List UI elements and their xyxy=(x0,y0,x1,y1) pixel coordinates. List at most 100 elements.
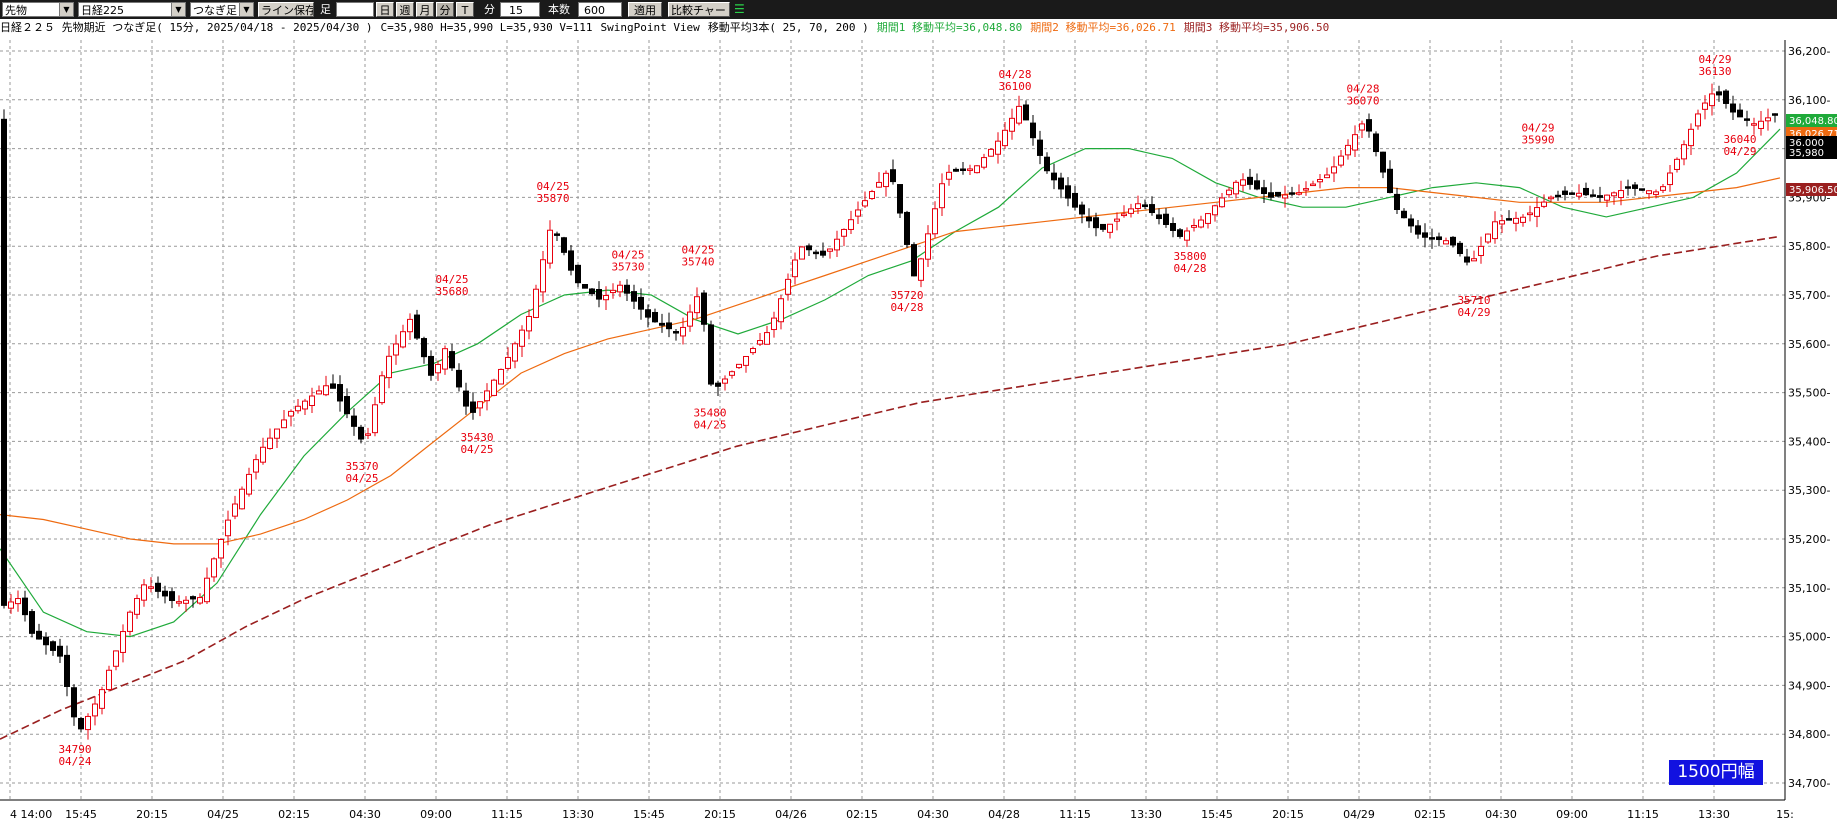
swing-point-label: 36130 xyxy=(1698,65,1731,78)
period-month-button[interactable]: 月 xyxy=(416,2,434,17)
swing-point-label: 04/25 xyxy=(693,418,726,431)
candle-body xyxy=(134,598,140,615)
candle-body xyxy=(1632,184,1638,189)
minute-input[interactable]: 15 xyxy=(500,2,540,17)
compare-chart-button[interactable]: 比較チャート xyxy=(668,2,730,17)
candles-group xyxy=(1,83,1778,740)
ma-line-3 xyxy=(0,235,1781,740)
candle-body xyxy=(281,419,287,429)
price-tag-box xyxy=(1786,183,1837,196)
candle-body xyxy=(1198,219,1204,228)
candle-body xyxy=(1331,166,1337,174)
candle-body xyxy=(561,237,567,253)
index-select[interactable]: 日経225 ▼ xyxy=(78,2,186,17)
candle-body xyxy=(673,331,679,334)
candle-body xyxy=(358,426,364,440)
candle-body xyxy=(645,309,651,318)
candle-body xyxy=(1513,217,1519,224)
candle-body xyxy=(1016,105,1022,124)
ma-header: 移動平均3本( 25, 70, 200 ) xyxy=(707,21,869,34)
swing-point-label: 04/25 xyxy=(345,472,378,485)
bar-spinner[interactable] xyxy=(336,2,374,17)
candle-body xyxy=(1170,223,1176,231)
candle-body xyxy=(701,292,707,325)
candle-body xyxy=(1079,204,1085,215)
swing-point-label: 04/28 xyxy=(890,301,923,314)
candle-body xyxy=(505,356,511,369)
view-name: SwingPoint View xyxy=(600,21,700,34)
candle-body xyxy=(1751,123,1757,126)
product-select[interactable]: 先物 ▼ xyxy=(2,2,74,17)
period-minute-button[interactable]: 分 xyxy=(436,2,454,17)
x-tick-label: 04/28 xyxy=(988,808,1020,821)
candle-body xyxy=(1597,195,1603,198)
candle-body xyxy=(778,298,784,323)
candle-body xyxy=(372,404,378,434)
candle-body xyxy=(1443,240,1449,245)
swing-point-label: 04/25 xyxy=(611,248,644,261)
price-tag-box xyxy=(1786,146,1837,159)
chart-list-icon[interactable]: ☰ xyxy=(734,2,745,16)
y-tick-label: 35,800- xyxy=(1788,240,1830,253)
candle-body xyxy=(1247,176,1253,185)
candle-body xyxy=(1128,208,1134,214)
x-tick-label: 04:30 xyxy=(349,808,381,821)
swing-point-label: 04/24 xyxy=(58,755,91,768)
candle-body xyxy=(330,383,336,389)
x-tick-label: 02:15 xyxy=(278,808,310,821)
candle-body xyxy=(771,317,777,331)
candle-body xyxy=(694,296,700,314)
candle-body xyxy=(1667,172,1673,186)
candle-body xyxy=(1023,104,1029,121)
period-day-button[interactable]: 日 xyxy=(376,2,394,17)
candle-body xyxy=(246,473,252,495)
count-input[interactable]: 600 xyxy=(578,2,622,17)
candle-body xyxy=(1716,91,1722,96)
apply-button[interactable]: 適用 xyxy=(628,2,662,17)
candle-body xyxy=(477,401,483,409)
candle-body xyxy=(743,355,749,366)
candle-body xyxy=(498,368,504,385)
candle-body xyxy=(883,172,889,188)
candle-body xyxy=(351,415,357,427)
moving-averages-group xyxy=(0,128,1781,740)
swing-point-label: 04/29 xyxy=(1698,53,1731,66)
candle-body xyxy=(1646,190,1652,195)
candle-body xyxy=(1121,213,1127,217)
candle-body xyxy=(323,385,329,396)
candle-body xyxy=(162,590,168,597)
count-label: 本数 xyxy=(548,3,570,16)
period-week-button[interactable]: 週 xyxy=(396,2,414,17)
candle-body xyxy=(141,584,147,601)
candle-body xyxy=(491,379,497,396)
candle-body xyxy=(484,390,490,402)
candle-body xyxy=(1317,179,1323,183)
candle-body xyxy=(1422,232,1428,238)
period-tick-button[interactable]: T xyxy=(456,2,474,17)
candle-body xyxy=(197,597,203,604)
candle-body xyxy=(715,382,721,387)
candle-body xyxy=(1149,204,1155,214)
candle-body xyxy=(1569,192,1575,195)
save-lines-button[interactable]: ライン保存 xyxy=(258,2,314,17)
candle-body xyxy=(1233,181,1239,195)
candle-body xyxy=(29,611,35,634)
candle-body xyxy=(1576,192,1582,197)
candle-body xyxy=(295,405,301,412)
candle-body xyxy=(974,165,980,174)
candle-body xyxy=(666,322,672,330)
candle-body xyxy=(1,118,7,606)
candle-body xyxy=(1163,213,1169,225)
candle-body xyxy=(582,284,588,289)
x-tick-label: 11:15 xyxy=(1627,808,1659,821)
y-tick-label: 34,800- xyxy=(1788,728,1830,741)
mode-select[interactable]: つなぎ足 ▼ xyxy=(190,2,254,17)
candle-body xyxy=(554,233,560,236)
candle-body xyxy=(120,631,126,653)
swing-point-label: 35740 xyxy=(681,255,714,268)
candle-body xyxy=(1506,218,1512,221)
candle-body xyxy=(1639,188,1645,191)
swing-point-label: 36040 xyxy=(1723,133,1756,146)
swing-point-label: 04/29 xyxy=(1723,145,1756,158)
